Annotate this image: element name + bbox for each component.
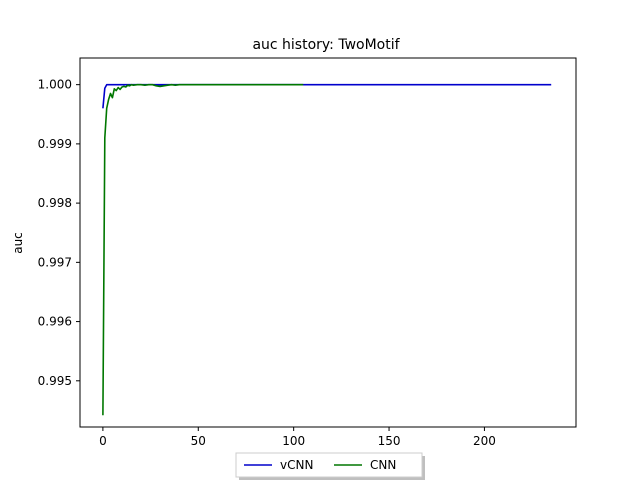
y-tick-label: 0.999 [38, 137, 72, 151]
y-tick-label: 1.000 [38, 78, 72, 92]
y-tick-label: 0.995 [38, 374, 72, 388]
y-axis-label: auc [11, 232, 25, 254]
x-tick-label: 200 [473, 434, 496, 448]
legend: vCNN CNN [235, 452, 425, 480]
x-tick-label: 150 [378, 434, 401, 448]
chart-title: auc history: TwoMotif [252, 37, 400, 53]
legend-label-vcnn: vCNN [280, 458, 313, 472]
plot-area [79, 57, 577, 428]
x-tick-label: 50 [191, 434, 206, 448]
legend-label-cnn: CNN [370, 458, 396, 472]
y-tick-label: 0.998 [38, 196, 72, 210]
series-layer [102, 83, 552, 416]
y-tick-label: 0.996 [38, 315, 72, 329]
y-tick-label: 0.997 [38, 255, 72, 269]
x-tick-label: 0 [99, 434, 107, 448]
series-line-cnn [102, 83, 304, 416]
x-tick-label: 100 [282, 434, 305, 448]
axis-ticks: 0 50 100 150 200 0.995 0.996 0.997 0.998 0.999 1.0… [38, 78, 496, 448]
